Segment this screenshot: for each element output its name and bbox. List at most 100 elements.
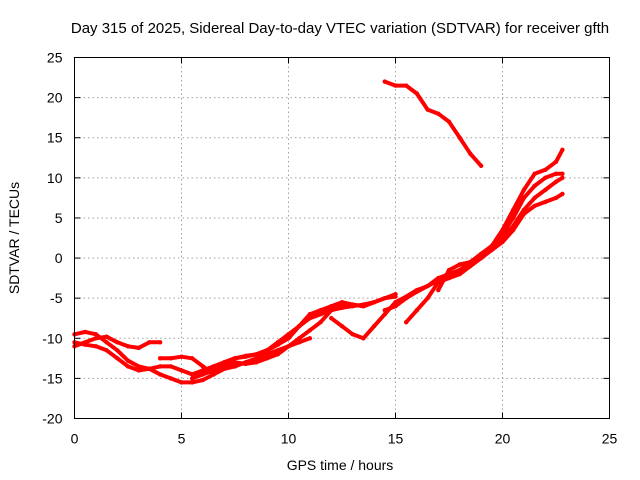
data-point bbox=[125, 364, 131, 369]
data-point bbox=[457, 262, 462, 267]
data-point bbox=[500, 239, 505, 245]
data-point bbox=[222, 360, 227, 365]
chart-title: Day 315 of 2025, Sidereal Day-to-day VTE… bbox=[71, 20, 609, 37]
y-tick-label: 10 bbox=[47, 170, 63, 186]
data-point bbox=[318, 320, 323, 325]
data-point bbox=[157, 372, 163, 377]
data-point bbox=[478, 255, 484, 261]
y-tick-label: 20 bbox=[47, 90, 63, 106]
data-point bbox=[115, 348, 120, 353]
data-point bbox=[361, 304, 366, 309]
data-point bbox=[553, 171, 559, 176]
data-point bbox=[190, 376, 195, 381]
data-point bbox=[243, 361, 248, 367]
series-group bbox=[72, 79, 565, 385]
data-point bbox=[168, 364, 173, 369]
data-point bbox=[307, 312, 313, 317]
data-point bbox=[532, 183, 537, 189]
data-point bbox=[500, 227, 505, 233]
data-point bbox=[532, 195, 537, 201]
data-point bbox=[457, 135, 462, 140]
data-point bbox=[468, 263, 473, 269]
data-point bbox=[232, 356, 238, 361]
data-point bbox=[190, 380, 195, 385]
data-point bbox=[307, 336, 313, 341]
data-point bbox=[104, 334, 109, 339]
data-point bbox=[511, 215, 516, 221]
data-point bbox=[560, 191, 565, 197]
data-point bbox=[222, 364, 227, 369]
data-point bbox=[125, 358, 131, 363]
data-point bbox=[136, 345, 141, 351]
y-axis-label: SDTVAR / TECUs bbox=[6, 182, 22, 294]
data-point bbox=[521, 195, 527, 201]
data-point bbox=[147, 340, 152, 345]
y-tick-label: -15 bbox=[42, 370, 62, 386]
data-point bbox=[329, 308, 334, 313]
series-line-track-6 bbox=[329, 171, 565, 341]
data-point bbox=[511, 207, 516, 213]
data-point bbox=[190, 356, 195, 361]
data-point bbox=[521, 211, 527, 217]
data-point bbox=[318, 312, 323, 317]
x-tick-label: 25 bbox=[602, 431, 618, 447]
series-line-track-10 bbox=[382, 79, 484, 168]
data-point bbox=[125, 344, 131, 349]
data-point bbox=[393, 294, 398, 299]
data-point bbox=[489, 243, 494, 249]
data-point bbox=[382, 79, 387, 84]
data-point bbox=[200, 372, 206, 377]
data-point bbox=[560, 171, 565, 176]
data-point bbox=[307, 316, 313, 321]
data-point bbox=[157, 340, 163, 345]
data-point bbox=[83, 340, 88, 345]
x-tick-label: 20 bbox=[495, 431, 511, 447]
data-point bbox=[115, 356, 120, 361]
data-point bbox=[254, 356, 259, 361]
y-tick-label: 5 bbox=[55, 210, 63, 226]
x-tick-label: 15 bbox=[388, 431, 404, 447]
data-point bbox=[371, 324, 377, 329]
data-point bbox=[93, 344, 99, 349]
data-point bbox=[243, 354, 248, 359]
data-point bbox=[254, 360, 259, 365]
data-point bbox=[446, 275, 452, 281]
data-point bbox=[264, 348, 270, 353]
data-point bbox=[543, 187, 548, 193]
y-tick-label: 15 bbox=[47, 130, 63, 146]
data-point bbox=[560, 175, 565, 180]
data-point bbox=[521, 187, 527, 193]
data-point bbox=[560, 147, 565, 152]
data-point bbox=[318, 308, 323, 313]
data-point bbox=[436, 287, 441, 293]
data-point bbox=[211, 372, 216, 377]
data-point bbox=[104, 340, 109, 345]
y-tick-label: -5 bbox=[50, 290, 63, 306]
data-point bbox=[232, 360, 238, 365]
data-point bbox=[446, 119, 452, 124]
data-point bbox=[179, 380, 184, 385]
data-point bbox=[468, 151, 473, 156]
data-point bbox=[307, 328, 313, 333]
data-point bbox=[543, 175, 548, 180]
data-point bbox=[329, 316, 334, 321]
data-point bbox=[425, 296, 430, 301]
data-point bbox=[350, 332, 355, 337]
tick-labels: 0 5 10 15 20 25 -20 -15 -10 -5 0 5 10 15 20 25 bbox=[42, 50, 617, 447]
data-point bbox=[275, 352, 280, 357]
data-point bbox=[286, 332, 291, 337]
y-tick-label: -20 bbox=[42, 411, 62, 427]
data-point bbox=[104, 348, 109, 353]
x-tick-label: 5 bbox=[178, 431, 186, 447]
data-point bbox=[436, 279, 441, 285]
data-point bbox=[297, 324, 302, 329]
x-tick-label: 0 bbox=[71, 431, 79, 447]
data-point bbox=[404, 320, 409, 325]
data-point bbox=[339, 324, 345, 329]
plot-frame bbox=[74, 57, 610, 419]
data-point bbox=[436, 275, 441, 281]
data-point bbox=[511, 227, 516, 233]
data-point bbox=[350, 302, 355, 307]
data-point bbox=[136, 368, 141, 373]
